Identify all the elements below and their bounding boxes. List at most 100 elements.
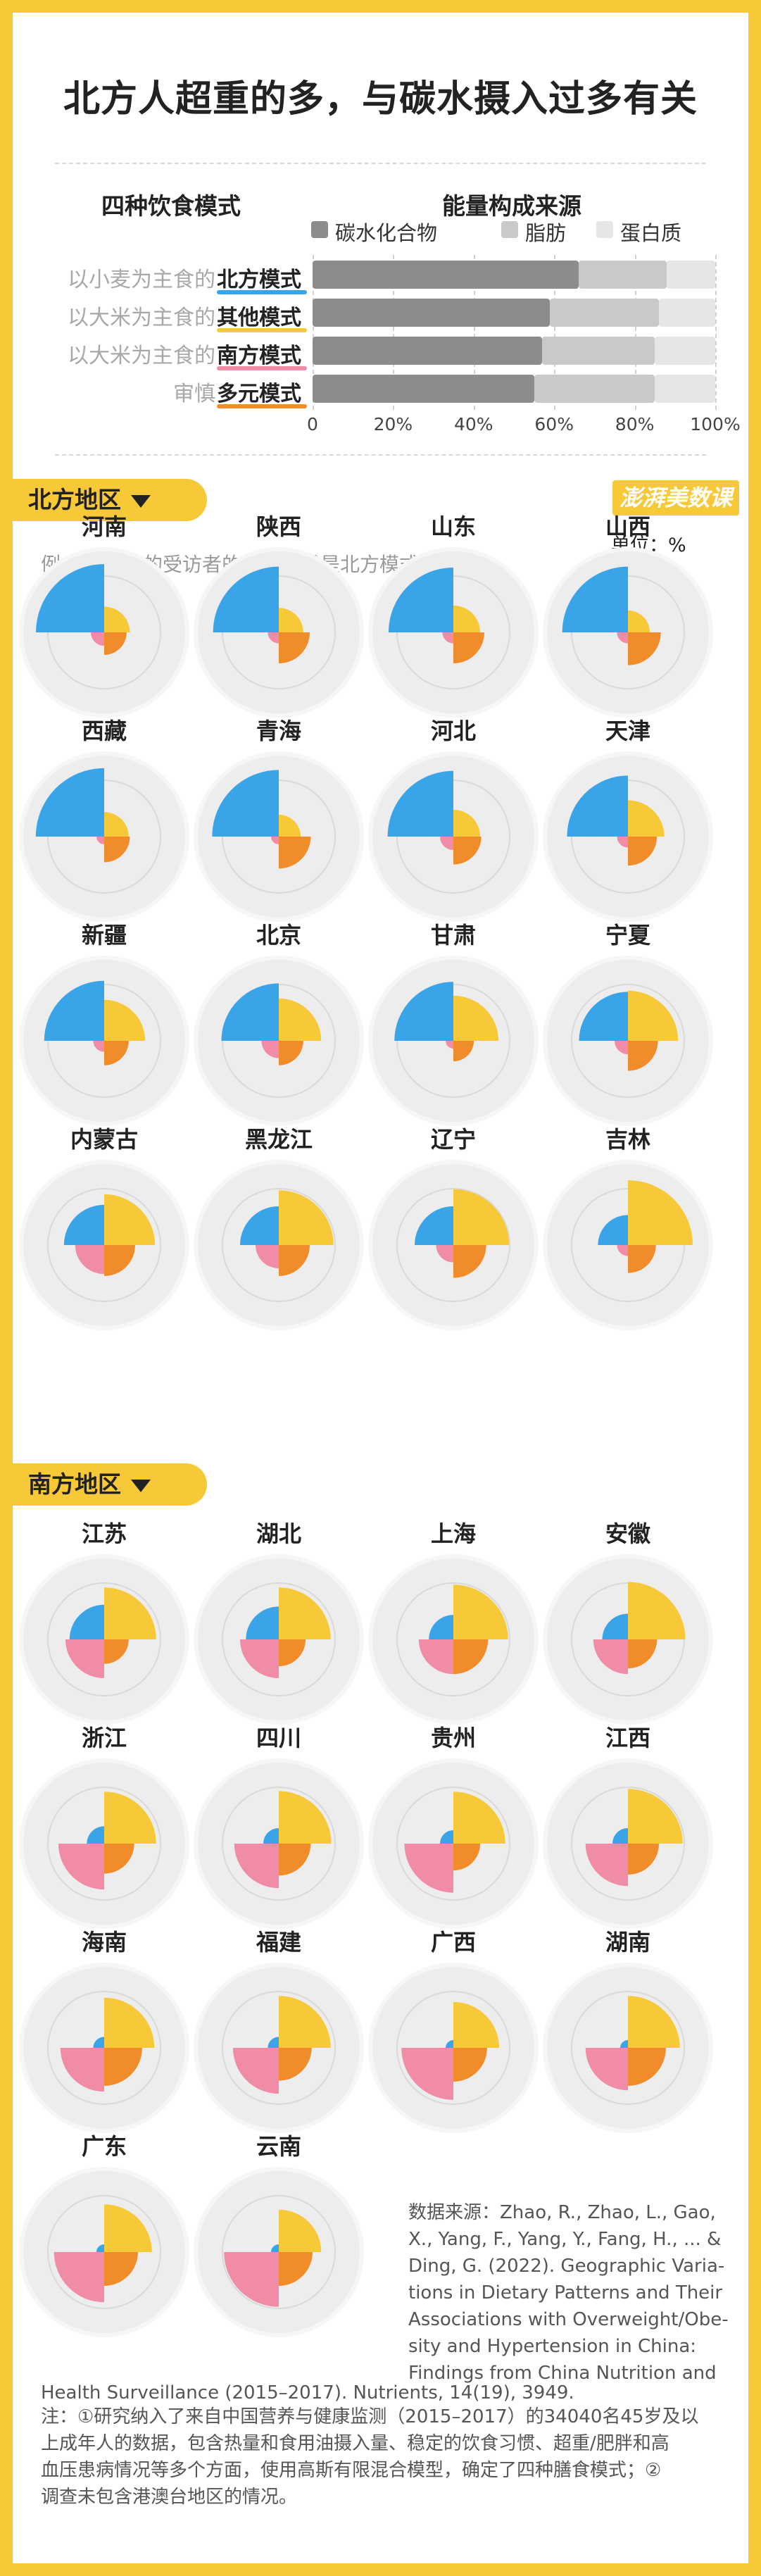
province-name: 上海: [430, 1520, 476, 1547]
quadrant-sector: [602, 1613, 628, 1639]
stacked-bar-chart: 以小麦为主食的 北方模式 以大米为主食的 其他模式 以大米为主食的 南方模式 审慎 多元模式 0…: [13, 13, 748, 449]
bar-segment: [667, 261, 715, 289]
quadrant-sector: [387, 770, 453, 837]
note-line: 调查未包含港澳台地区的情况。: [41, 2487, 298, 2508]
province-polar-chart: [19, 1160, 189, 1330]
quadrant-sector: [104, 999, 146, 1041]
quadrant-sector: [567, 775, 628, 837]
legend-swatch: [596, 221, 613, 238]
province-name: 山东: [430, 513, 476, 540]
note-line: 注：①研究纳入了来自中国营养与健康监测（2015–2017）的34040名45岁…: [41, 2406, 699, 2427]
footnote: 注：①研究纳入了来自中国营养与健康监测（2015–2017）的34040名45岁…: [41, 2403, 738, 2511]
quadrant-sector: [104, 1587, 156, 1639]
north-region-tag: 北方地区: [13, 479, 207, 521]
plate-rim: [396, 1787, 510, 1901]
quadrant-sector: [614, 1041, 628, 1055]
note-line: 上成年人的数据，包含热量和食用油摄入量、稳定的饮食习惯、超重/肥胖和高: [41, 2433, 669, 2454]
province-polar-chart: [368, 1554, 539, 1725]
quadrant-sector: [628, 2048, 666, 2086]
province-polar-chart: [194, 751, 364, 922]
province-polar-chart: [543, 1963, 713, 2133]
quadrant-sector: [104, 1844, 134, 1874]
province-name: 云南: [256, 2133, 301, 2160]
x-tick-label: 100%: [690, 414, 741, 434]
plate-rim: [47, 1991, 161, 2105]
quadrant-sector: [453, 2048, 487, 2082]
province-name: 北京: [256, 922, 301, 949]
quadrant-sector: [418, 1639, 453, 1675]
province-polar-chart: [368, 1160, 539, 1330]
bar-segment: [542, 337, 655, 365]
plate-rim: [47, 1188, 161, 1302]
province-name: 新疆: [81, 922, 127, 949]
quadrant-sector: [453, 1584, 508, 1639]
province-polar-chart: [19, 2167, 189, 2337]
province-polar-chart: [194, 547, 364, 718]
bar-right-header: 能量构成来源: [442, 192, 581, 220]
province-grid: 河南 陕西 山东 山西 西藏 青海 河北 天津 新疆 北京 甘肃 宁夏 内蒙古 黑龙江 辽宁 吉林 江苏 湖北 上海…: [13, 13, 748, 2563]
province-name: 安徽: [605, 1520, 650, 1547]
plate-rim: [222, 1991, 336, 2105]
quadrant-sector: [279, 2048, 312, 2081]
quadrant-sector: [246, 1606, 279, 1639]
quadrant-sector: [87, 1826, 104, 1844]
brand-logo: 澎湃美数课: [612, 480, 739, 515]
province-name: 青海: [256, 718, 301, 744]
bar-left-header: 四种饮食模式: [101, 192, 241, 220]
quadrant-sector: [453, 1844, 481, 1871]
quadrant-sector: [263, 1828, 279, 1844]
quadrant-sector: [453, 1245, 486, 1278]
quadrant-sector: [240, 1639, 279, 1678]
gridline: [393, 255, 395, 410]
quadrant-sector: [439, 1830, 453, 1844]
quadrant-sector: [93, 2037, 104, 2048]
quadrant-sector: [593, 1639, 628, 1675]
quadrant-sector: [96, 837, 104, 844]
quadrant-sector: [104, 1639, 129, 1664]
quadrant-sector: [75, 1245, 104, 1275]
province-polar-chart: [368, 751, 539, 922]
quadrant-sector: [453, 1792, 505, 1844]
legend-label: 脂肪: [525, 221, 567, 245]
quadrant-sector: [628, 990, 679, 1041]
pattern-underline: [217, 290, 307, 294]
source-line: Associations with Overweight/Obe-: [408, 2309, 729, 2330]
bar-segment: [313, 375, 534, 403]
pattern-name: 多元模式: [217, 382, 301, 406]
north-region-label: 北方地区: [28, 486, 121, 513]
triangle-down-icon: [131, 494, 151, 508]
south-region-label: 南方地区: [28, 1470, 121, 1498]
quadrant-sector: [617, 837, 628, 848]
gridline: [473, 255, 475, 410]
gridline: [554, 255, 556, 410]
source-line: X., Yang, F., Yang, Y., Fang, H., ... &: [408, 2229, 722, 2250]
quadrant-sector: [628, 837, 658, 866]
bar-segment: [578, 261, 667, 289]
quadrant-sector: [279, 1190, 334, 1245]
quadrant-sector: [394, 982, 453, 1041]
province-name: 海南: [81, 1929, 127, 1956]
province-polar-chart: [543, 547, 713, 718]
quadrant-sector: [453, 1639, 489, 1675]
quadrant-sector: [612, 1828, 628, 1844]
pattern-prefix: 审慎: [173, 382, 215, 406]
province-name: 陕西: [256, 513, 301, 540]
province-name: 四川: [256, 1725, 301, 1751]
quadrant-sector: [69, 1604, 104, 1639]
plate-rim: [571, 1787, 685, 1901]
quadrant-sector: [279, 608, 303, 632]
province-polar-chart: [19, 1554, 189, 1725]
quadrant-sector: [54, 2252, 104, 2303]
plate-rim: [222, 2195, 336, 2309]
quadrant-sector: [617, 1245, 628, 1256]
province-name: 浙江: [81, 1725, 127, 1751]
province-polar-chart: [368, 1758, 539, 1929]
quadrant-sector: [90, 632, 104, 646]
bar-segment: [313, 299, 551, 327]
quadrant-sector: [212, 770, 279, 837]
quadrant-sector: [261, 1041, 279, 1058]
bar-segment: [658, 299, 715, 327]
quadrant-sector: [104, 1041, 129, 1065]
quadrant-sector: [415, 1206, 453, 1245]
province-polar-chart: [19, 751, 189, 922]
